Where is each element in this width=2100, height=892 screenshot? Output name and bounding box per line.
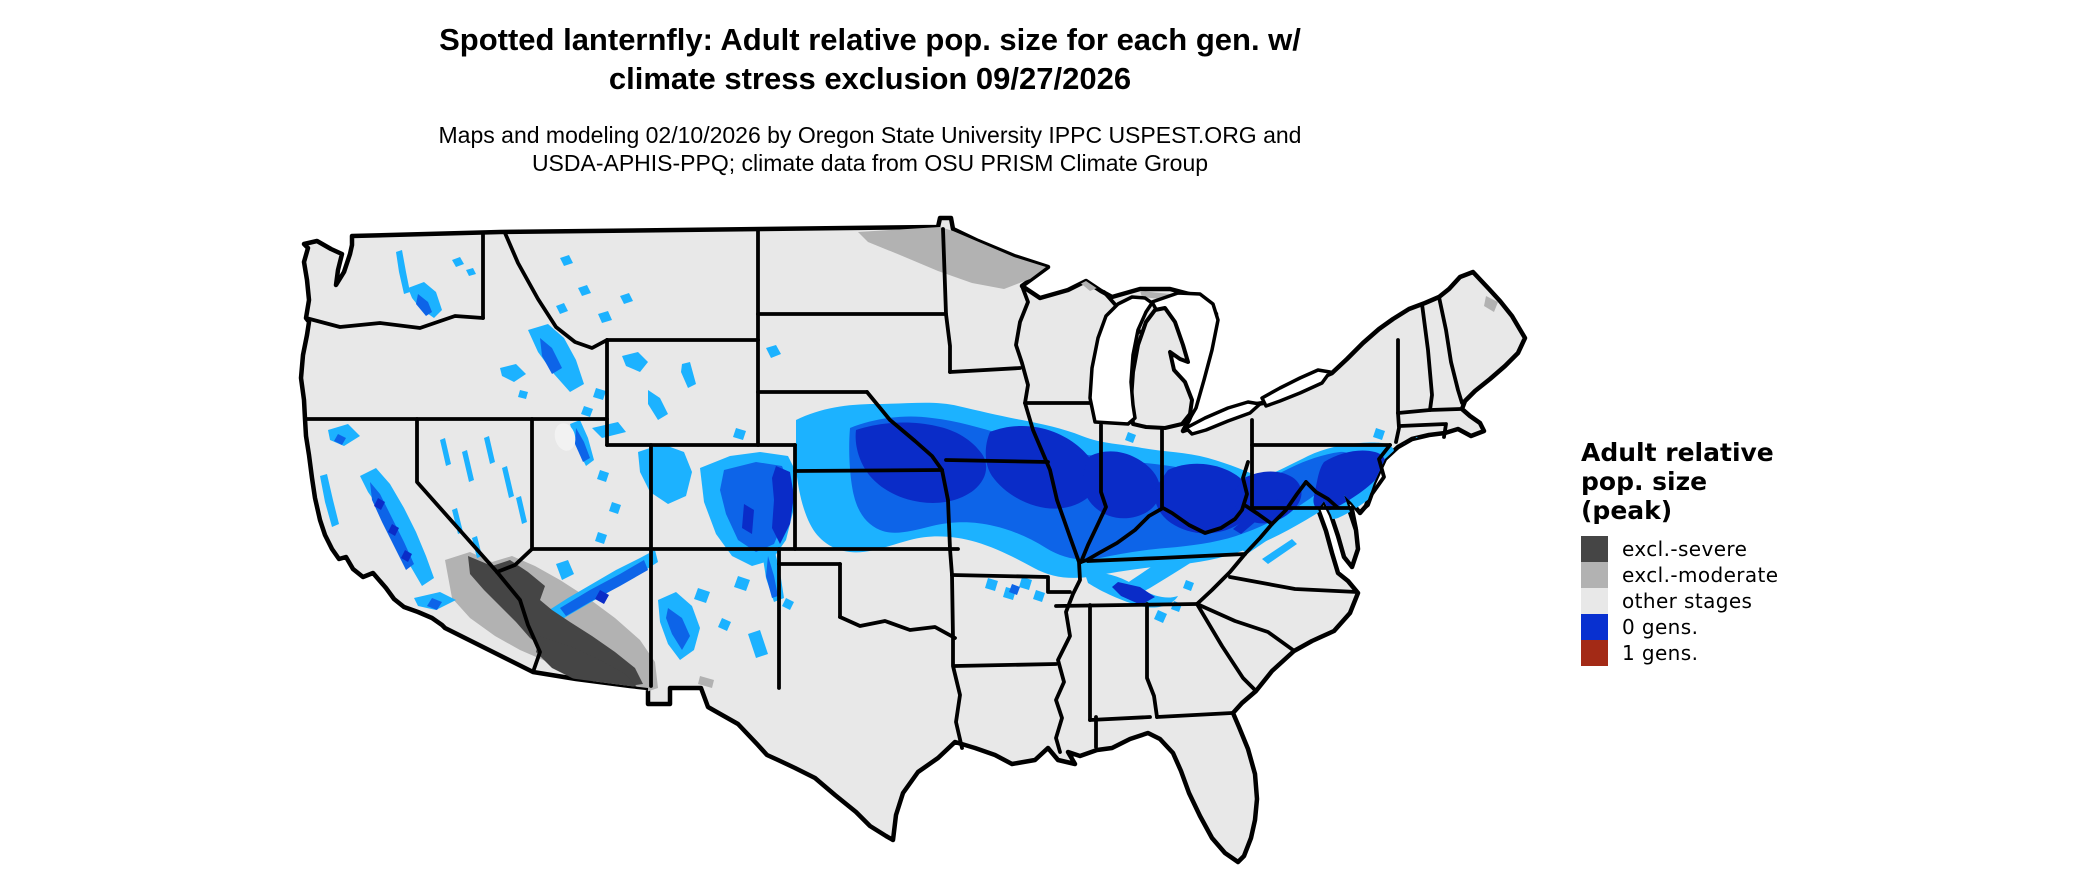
legend-swatch-excl-moderate xyxy=(1581,562,1608,588)
legend-items: excl.-severe excl.-moderate other stages… xyxy=(1581,536,1911,666)
lake-erie xyxy=(1184,400,1262,436)
legend: Adult relative pop. size (peak) excl.-se… xyxy=(1581,438,1911,666)
legend-item-0-gens: 0 gens. xyxy=(1581,614,1911,640)
legend-item-1-gens: 1 gens. xyxy=(1581,640,1911,666)
map-title: Spotted lanternfly: Adult relative pop. … xyxy=(0,20,1740,98)
legend-label-excl-severe: excl.-severe xyxy=(1622,537,1748,561)
legend-item-excl-moderate: excl.-moderate xyxy=(1581,562,1911,588)
map-title-line2: climate stress exclusion 09/27/2026 xyxy=(608,61,1132,96)
legend-label-0-gens: 0 gens. xyxy=(1622,615,1699,639)
florida-keys xyxy=(1198,870,1254,884)
lake-michigan xyxy=(1088,295,1154,426)
legend-swatch-excl-severe xyxy=(1581,536,1608,562)
legend-label-excl-moderate: excl.-moderate xyxy=(1622,563,1779,587)
legend-swatch-other-stages xyxy=(1581,588,1608,614)
map-title-line1: Spotted lanternfly: Adult relative pop. … xyxy=(439,22,1301,57)
map-subtitle-line1: Maps and modeling 02/10/2026 by Oregon S… xyxy=(438,122,1302,148)
great-salt-lake xyxy=(554,423,576,451)
legend-swatch-0-gens xyxy=(1581,614,1608,640)
legend-item-other-stages: other stages xyxy=(1581,588,1911,614)
legend-swatch-1-gens xyxy=(1581,640,1608,666)
map-subtitle-line2: USDA-APHIS-PPQ; climate data from OSU PR… xyxy=(531,150,1209,176)
legend-label-other-stages: other stages xyxy=(1622,589,1753,613)
map-subtitle: Maps and modeling 02/10/2026 by Oregon S… xyxy=(0,121,1740,177)
lake-ontario xyxy=(1260,368,1332,408)
legend-item-excl-severe: excl.-severe xyxy=(1581,536,1911,562)
legend-title: Adult relative pop. size (peak) xyxy=(1581,438,1911,525)
legend-label-1-gens: 1 gens. xyxy=(1622,641,1699,665)
michigan-lower-peninsula xyxy=(1129,306,1194,430)
legend-title-line1: Adult relative xyxy=(1581,438,1774,467)
great-lakes xyxy=(554,291,1332,451)
state-borders xyxy=(303,227,1464,754)
legend-title-line3: (peak) xyxy=(1581,496,1673,525)
legend-title-line2: pop. size xyxy=(1581,467,1708,496)
